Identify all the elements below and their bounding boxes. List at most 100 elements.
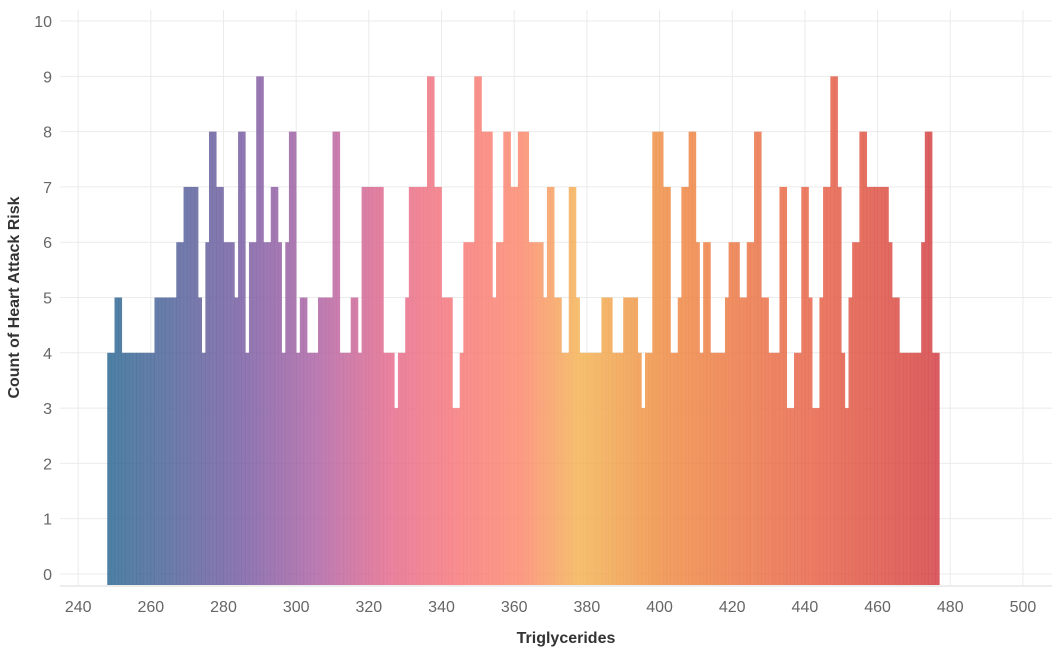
histogram-bar xyxy=(325,297,330,585)
histogram-bar xyxy=(317,297,322,585)
histogram-bar xyxy=(245,352,250,585)
x-axis-title: Triglycerides xyxy=(517,630,616,647)
histogram-bar xyxy=(637,352,642,585)
histogram-bar xyxy=(165,297,170,585)
histogram-bar xyxy=(539,242,544,585)
histogram-bar xyxy=(456,408,461,585)
histogram-bar xyxy=(881,186,886,585)
histogram-bar xyxy=(514,186,519,585)
histogram-bar xyxy=(899,352,904,585)
histogram-bar xyxy=(870,186,875,585)
histogram-bar xyxy=(390,352,395,585)
histogram-bar xyxy=(350,297,355,585)
histogram-bar xyxy=(408,186,413,585)
histogram-bar xyxy=(114,297,119,585)
histogram-bar xyxy=(474,76,479,585)
x-tick-label: 460 xyxy=(864,599,891,616)
histogram-bar xyxy=(659,131,664,585)
histogram-bar xyxy=(932,352,937,585)
histogram-bar xyxy=(575,297,580,585)
histogram-bar xyxy=(528,242,533,585)
histogram-bar xyxy=(819,297,824,585)
histogram-bar xyxy=(521,131,526,585)
histogram-bar xyxy=(383,352,388,585)
histogram-bar xyxy=(837,186,842,585)
histogram-bar xyxy=(699,352,704,585)
histogram-bar xyxy=(281,352,286,585)
histogram-bar xyxy=(826,186,831,585)
histogram-bar xyxy=(401,352,406,585)
histogram-bar xyxy=(910,352,915,585)
histogram-bar xyxy=(394,408,399,585)
histogram-bar xyxy=(728,242,733,585)
histogram-bar xyxy=(724,297,729,585)
histogram-bar xyxy=(666,186,671,585)
histogram-bar xyxy=(688,131,693,585)
histogram-bar xyxy=(270,186,275,585)
histogram-bar xyxy=(110,352,115,585)
histogram-bar xyxy=(572,186,577,585)
histogram-bar xyxy=(913,352,918,585)
histogram-bar xyxy=(863,131,867,585)
histogram-bar xyxy=(615,352,620,585)
y-axis-title: Count of Heart Attack Risk xyxy=(6,196,23,398)
histogram-bar xyxy=(488,131,493,585)
histogram-bar xyxy=(259,76,264,585)
histogram-bar xyxy=(263,242,268,585)
histogram-bar xyxy=(496,242,500,585)
histogram-bar xyxy=(735,242,740,585)
histogram-bar xyxy=(187,186,192,585)
y-tick-label: 6 xyxy=(43,235,52,252)
histogram-bar xyxy=(423,186,428,585)
histogram-bar xyxy=(605,297,609,585)
histogram-bar xyxy=(684,186,689,585)
histogram-bar xyxy=(579,352,584,585)
histogram-bar xyxy=(746,242,751,585)
histogram-bar xyxy=(612,352,617,585)
histogram-bar xyxy=(208,131,213,585)
histogram-bar xyxy=(292,131,297,585)
histogram-bar xyxy=(892,297,897,585)
y-axis-ticks: 0 1 2 3 4 5 6 7 8 9 10 xyxy=(34,14,52,584)
histogram-bar xyxy=(663,186,668,585)
histogram-bar xyxy=(314,352,319,585)
histogram-bar xyxy=(336,131,341,585)
x-tick-label: 480 xyxy=(937,599,964,616)
histogram-bar xyxy=(492,297,497,585)
histogram-bar xyxy=(794,352,798,585)
histogram-bar xyxy=(812,408,817,585)
histogram-bar xyxy=(365,186,370,585)
histogram-bar xyxy=(532,242,537,585)
histogram-bar xyxy=(448,297,453,585)
histogram-bar xyxy=(652,131,657,585)
histogram-bar xyxy=(743,297,748,585)
histogram-bar xyxy=(554,297,559,585)
histogram-bar xyxy=(815,408,820,585)
y-tick-label: 1 xyxy=(43,512,52,529)
histogram-bar xyxy=(343,352,348,585)
histogram-bar xyxy=(372,186,377,585)
histogram-bar xyxy=(267,242,272,585)
histogram-bar xyxy=(626,297,631,585)
y-tick-label: 4 xyxy=(43,346,52,363)
histogram-bar xyxy=(739,297,744,585)
histogram-bar xyxy=(873,186,878,585)
histogram-bar xyxy=(147,352,152,585)
histogram-bar xyxy=(866,186,871,585)
x-tick-label: 440 xyxy=(792,599,819,616)
histogram-bar xyxy=(183,186,188,585)
x-tick-label: 360 xyxy=(501,599,528,616)
histogram-bar xyxy=(303,297,308,585)
histogram-bar xyxy=(445,297,450,585)
histogram-bar xyxy=(379,186,384,585)
histogram-bar xyxy=(354,297,359,585)
histogram-bar xyxy=(299,297,304,585)
histogram-bar xyxy=(594,352,599,585)
histogram-bar xyxy=(503,131,508,585)
histogram-bar xyxy=(655,131,660,585)
histogram-bar xyxy=(648,352,653,585)
histogram-bar xyxy=(623,297,628,585)
histogram-bar xyxy=(906,352,911,585)
histogram-bar xyxy=(150,352,155,585)
histogram-bar xyxy=(205,242,210,585)
